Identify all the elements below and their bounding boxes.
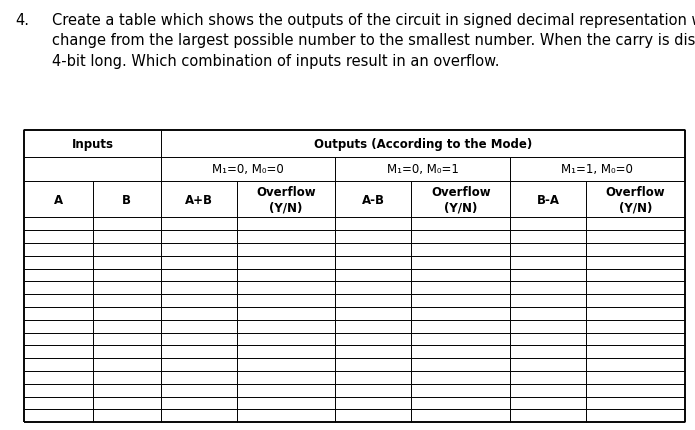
- Text: B-A: B-A: [537, 193, 559, 206]
- Text: Overflow
(Y/N): Overflow (Y/N): [605, 186, 665, 214]
- Text: A: A: [54, 193, 63, 206]
- Text: Inputs: Inputs: [72, 138, 113, 151]
- Text: M₁=0, M₀=0: M₁=0, M₀=0: [213, 163, 284, 176]
- Text: Create a table which shows the outputs of the circuit in signed decimal represen: Create a table which shows the outputs o…: [52, 13, 695, 68]
- Text: Overflow
(Y/N): Overflow (Y/N): [431, 186, 491, 214]
- Text: Outputs (According to the Mode): Outputs (According to the Mode): [313, 138, 532, 151]
- Text: M₁=0, M₀=1: M₁=0, M₀=1: [387, 163, 459, 176]
- Text: B: B: [122, 193, 131, 206]
- Text: M₁=1, M₀=0: M₁=1, M₀=0: [562, 163, 633, 176]
- Text: A+B: A+B: [185, 193, 213, 206]
- Text: 4.: 4.: [15, 13, 29, 28]
- Text: Overflow
(Y/N): Overflow (Y/N): [256, 186, 316, 214]
- Text: A-B: A-B: [362, 193, 385, 206]
